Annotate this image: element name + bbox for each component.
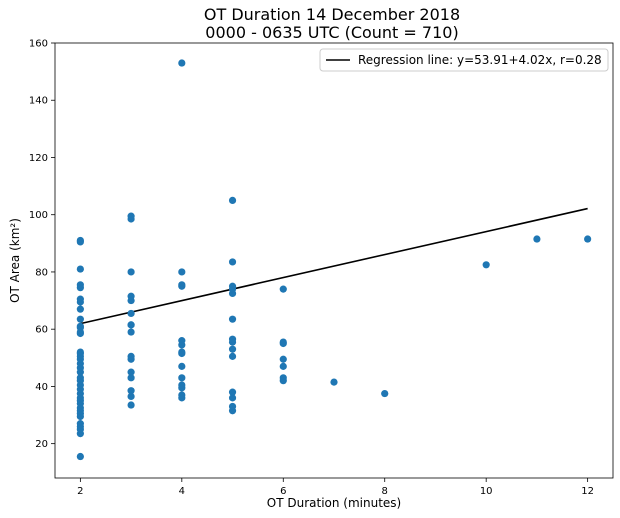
data-point: [178, 348, 186, 356]
data-point: [127, 328, 135, 336]
data-point: [178, 337, 186, 345]
y-tick-label: 40: [35, 382, 48, 393]
data-point: [76, 305, 84, 313]
y-tick-label: 160: [29, 39, 48, 50]
data-point: [76, 315, 84, 323]
data-point: [127, 387, 135, 395]
data-point: [228, 388, 237, 396]
legend-box: [319, 48, 609, 72]
data-point: [228, 345, 237, 353]
data-point: [228, 196, 237, 205]
data-point: [76, 374, 84, 382]
data-point: [178, 59, 186, 67]
y-tick-label: 20: [35, 439, 48, 450]
data-point: [228, 394, 237, 402]
legend-label: Regression line: y=53.91+4.02x, r=0.28: [358, 53, 602, 67]
regression-line: [80, 207, 588, 325]
data-point: [381, 389, 389, 398]
y-tick-label: 60: [35, 325, 48, 336]
data-point: [76, 295, 84, 303]
x-tick-label: 10: [480, 486, 493, 497]
y-tick-label: 80: [35, 267, 48, 278]
data-point: [482, 261, 490, 269]
data-point: [279, 374, 287, 382]
data-point: [127, 292, 135, 300]
data-point: [127, 368, 135, 376]
plot-area: [54, 42, 614, 479]
x-tick-label: 8: [382, 486, 388, 497]
data-point: [533, 235, 541, 243]
x-tick-label: 12: [581, 486, 594, 497]
y-tick-label: 100: [29, 210, 48, 221]
data-point: [127, 321, 135, 329]
chart-title: OT Duration 14 December 2018 0000 - 0635…: [204, 5, 460, 42]
data-point: [127, 374, 135, 382]
x-tick-label: 4: [179, 486, 185, 497]
data-point: [76, 324, 84, 332]
data-point: [178, 391, 186, 399]
data-point: [178, 362, 186, 370]
data-point: [279, 338, 287, 346]
data-point: [330, 378, 338, 386]
y-tick-label: 140: [29, 96, 48, 107]
data-point: [76, 452, 84, 461]
data-point: [279, 285, 287, 293]
chart-subtitle: 0000 - 0635 UTC (Count = 710): [205, 23, 458, 42]
x-axis: 2 4 6 8 10 12: [77, 478, 594, 497]
data-point: [228, 315, 237, 323]
data-point: [127, 268, 135, 276]
y-axis-label: OT Area (km²): [8, 218, 22, 303]
data-point: [228, 402, 237, 411]
data-point: [76, 265, 84, 273]
data-point: [127, 212, 135, 220]
data-point: [76, 348, 84, 356]
y-axis: 20 40 60 80 100 120 140 160: [29, 39, 55, 450]
data-point: [228, 352, 237, 360]
data-point: [76, 281, 84, 289]
data-point: [178, 381, 186, 389]
data-point: [127, 392, 135, 401]
data-point: [178, 281, 186, 289]
x-tick-label: 6: [280, 486, 286, 497]
data-point: [127, 401, 135, 409]
data-point: [76, 236, 84, 245]
regression-line-layer: [80, 207, 588, 325]
data-point: [228, 282, 237, 290]
data-points: [76, 59, 592, 461]
chart-title-line-1: OT Duration 14 December 2018: [204, 5, 460, 24]
data-point: [76, 420, 84, 428]
data-point: [279, 355, 287, 363]
y-tick-label: 120: [29, 153, 48, 164]
data-point: [584, 235, 592, 243]
x-tick-label: 2: [77, 486, 83, 497]
data-point: [178, 374, 186, 382]
data-point: [228, 335, 237, 343]
data-point: [127, 309, 135, 318]
data-point: [279, 362, 287, 370]
data-point: [228, 258, 237, 266]
x-axis-label: OT Duration (minutes): [267, 496, 401, 510]
data-point: [127, 352, 135, 360]
legend: Regression line: y=53.91+4.02x, r=0.28: [319, 48, 609, 72]
data-point: [178, 268, 186, 276]
